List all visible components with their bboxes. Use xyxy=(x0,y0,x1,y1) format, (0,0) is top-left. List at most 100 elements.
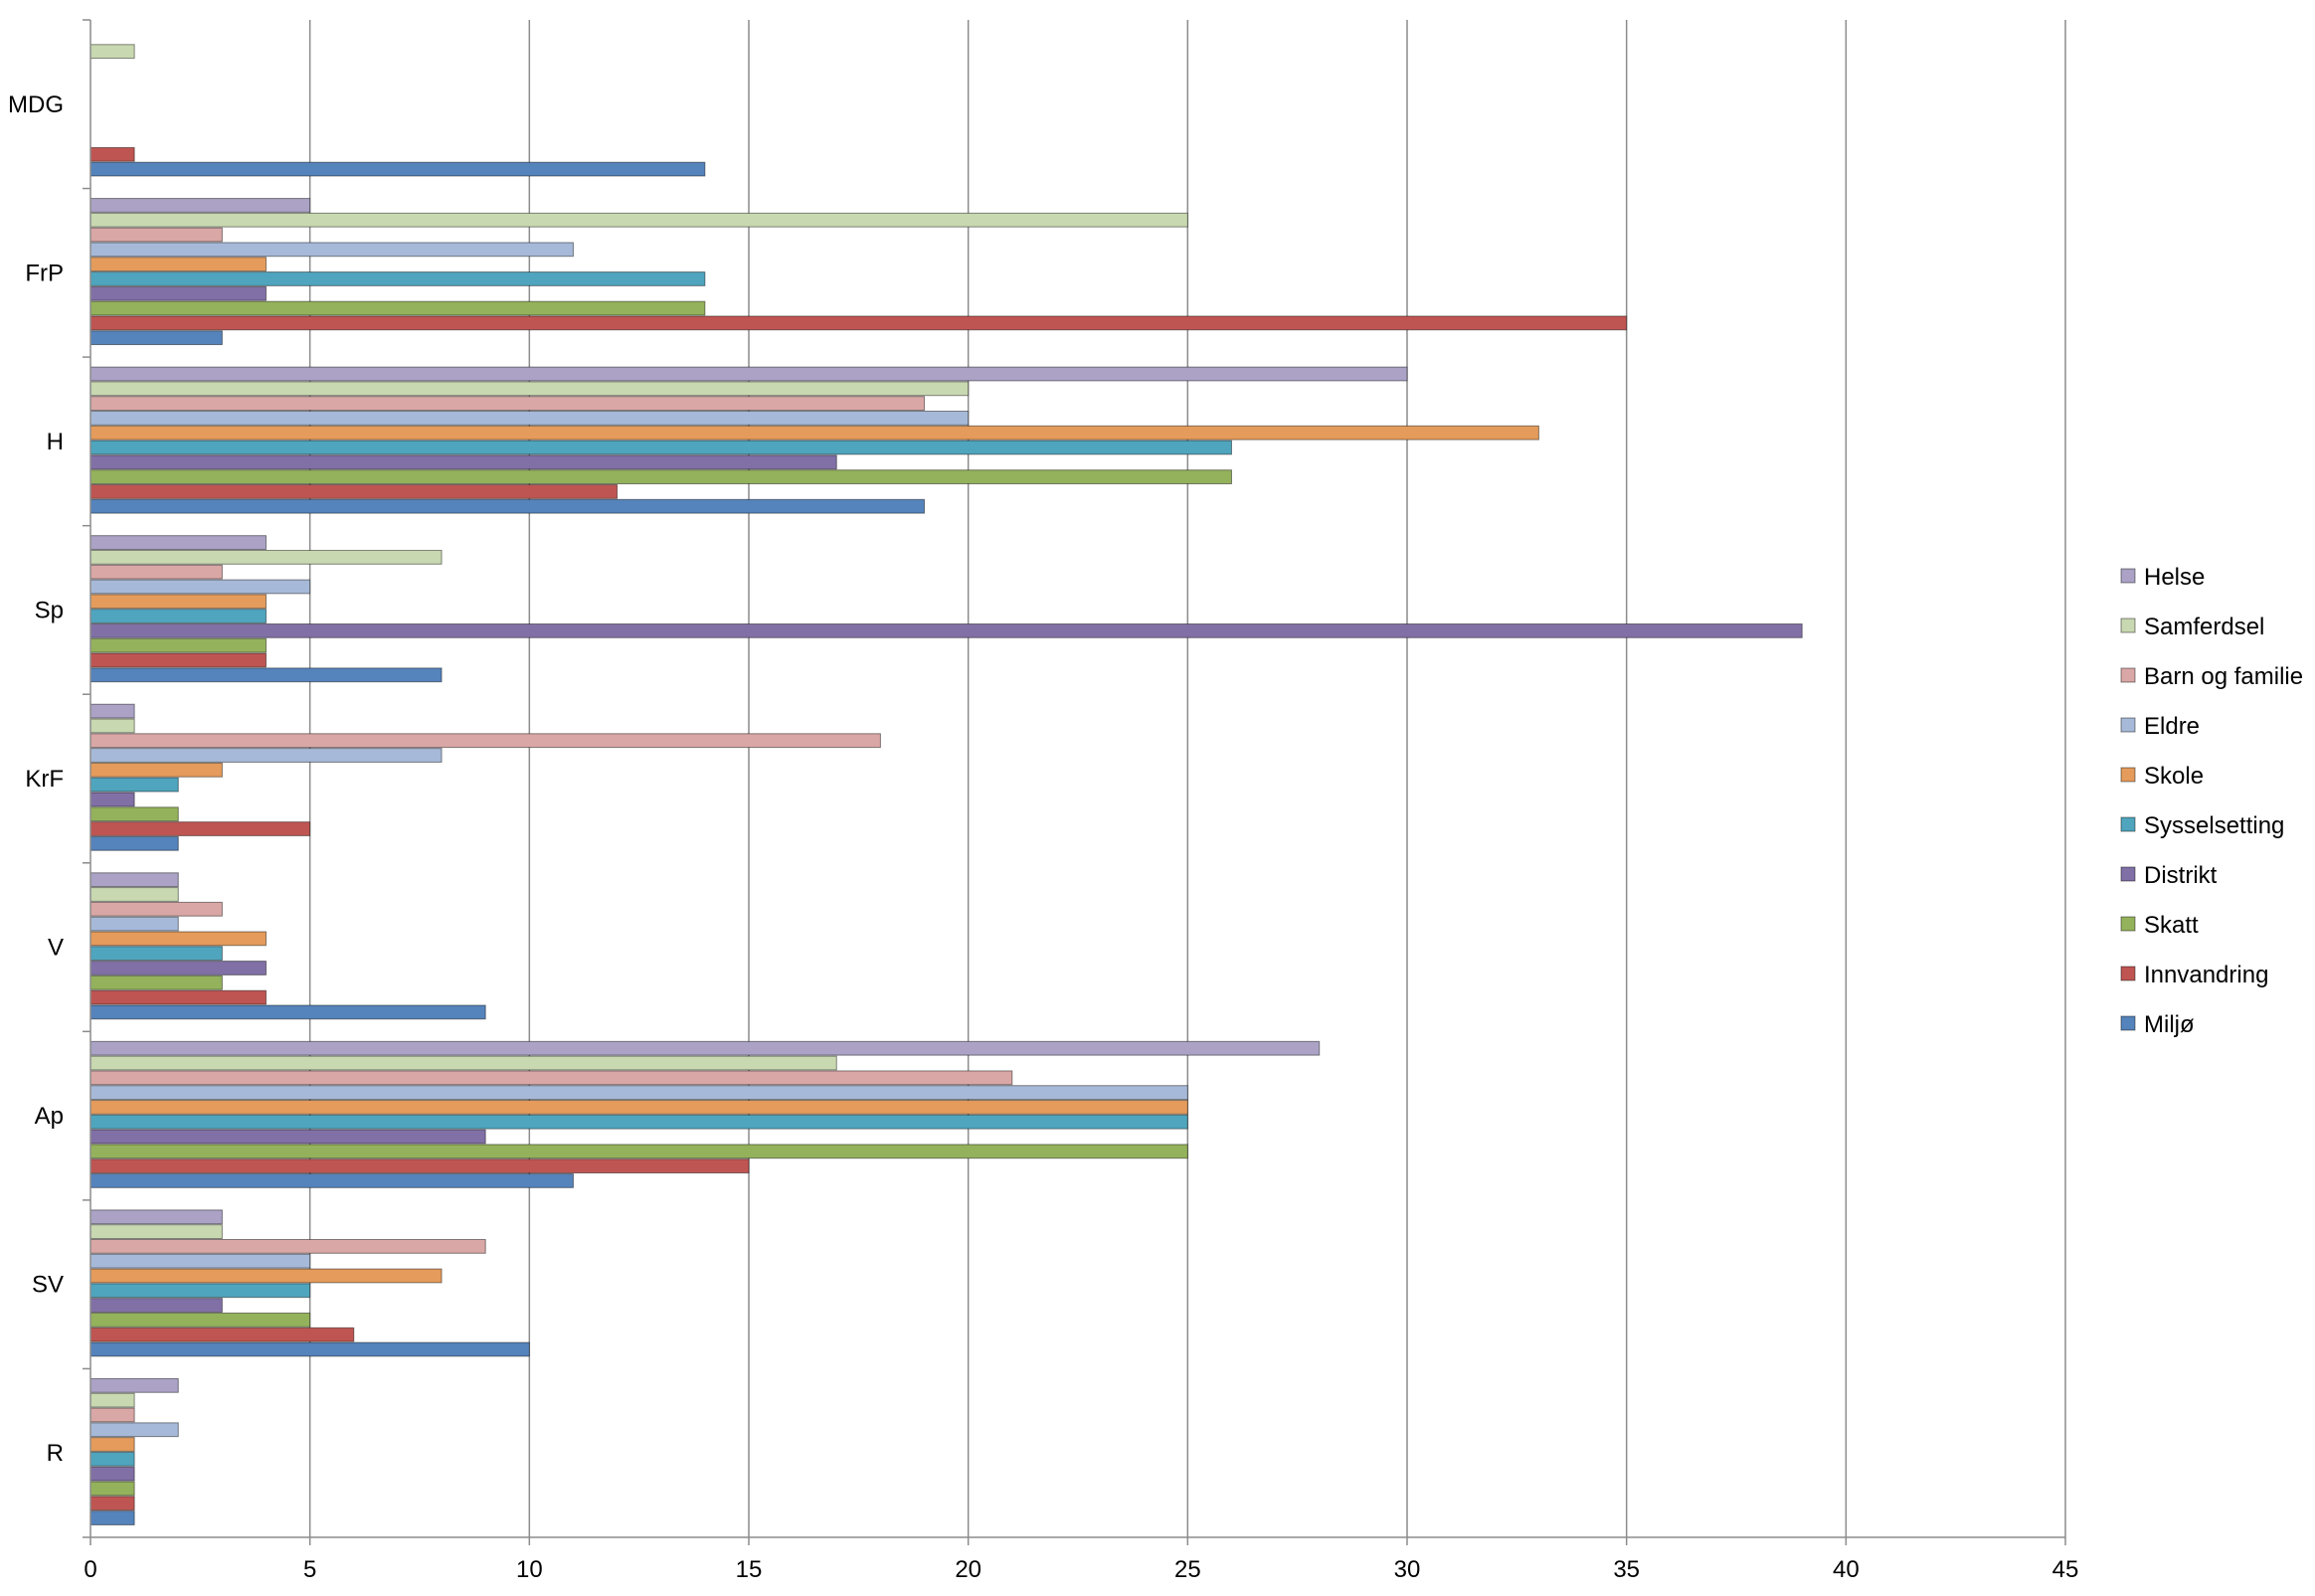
bar-V-skole xyxy=(89,931,267,947)
legend-swatch-distrikt xyxy=(2120,866,2136,882)
bar-Ap-skole xyxy=(89,1100,1188,1115)
legend-swatch-barn-og-familie xyxy=(2120,667,2136,683)
category-label-H: H xyxy=(47,429,64,455)
bar-KrF-miljø xyxy=(89,835,179,851)
bar-R-innvandring xyxy=(89,1496,135,1511)
bar-SV-sysselsetting xyxy=(89,1283,311,1299)
legend-label-helse: Helse xyxy=(2144,564,2205,591)
bar-SV-barn-og-familie xyxy=(89,1238,486,1254)
bar-Ap-helse xyxy=(89,1040,1321,1056)
bar-V-distrikt xyxy=(89,961,267,975)
bar-Sp-skole xyxy=(89,594,267,610)
bar-SV-innvandring xyxy=(89,1327,355,1342)
bar-H-skole xyxy=(89,425,1539,441)
bars xyxy=(89,44,1803,1525)
bar-SV-distrikt xyxy=(89,1298,223,1313)
bar-SV-skatt xyxy=(89,1312,311,1328)
bar-FrP-barn-og-familie xyxy=(89,227,223,243)
bar-R-skole xyxy=(89,1437,135,1452)
bar-H-innvandring xyxy=(89,484,619,499)
legend-label-eldre: Eldre xyxy=(2144,713,2200,740)
bar-KrF-distrikt xyxy=(89,792,135,807)
bar-Ap-skatt xyxy=(89,1144,1188,1159)
bar-Ap-miljø xyxy=(89,1173,574,1188)
legend-swatch-skatt xyxy=(2120,916,2136,932)
legend-swatch-samferdsel xyxy=(2120,618,2136,633)
bar-Ap-sysselsetting xyxy=(89,1114,1188,1130)
bar-FrP-miljø xyxy=(89,330,223,346)
legend-swatch-helse xyxy=(2120,568,2136,584)
category-label-R: R xyxy=(47,1440,64,1467)
bar-H-distrikt xyxy=(89,454,837,470)
bar-SV-samferdsel xyxy=(89,1224,223,1239)
category-label-SV: SV xyxy=(32,1272,64,1299)
bar-V-samferdsel xyxy=(89,887,179,902)
bar-V-sysselsetting xyxy=(89,946,223,962)
bar-V-skatt xyxy=(89,975,223,990)
x-tick-label-20: 20 xyxy=(955,1556,981,1583)
bar-V-eldre xyxy=(89,916,179,932)
legend-label-samferdsel: Samferdsel xyxy=(2144,614,2264,640)
bar-FrP-samferdsel xyxy=(89,212,1188,228)
bar-Sp-skatt xyxy=(89,637,267,653)
bar-R-barn-og-familie xyxy=(89,1407,135,1423)
bar-FrP-eldre xyxy=(89,242,574,258)
bar-H-miljø xyxy=(89,498,926,514)
bar-Sp-distrikt xyxy=(89,622,1803,638)
legend-label-distrikt: Distrikt xyxy=(2144,862,2218,889)
category-label-MDG: MDG xyxy=(8,91,64,118)
bar-FrP-skole xyxy=(89,257,267,272)
x-tick-label-45: 45 xyxy=(2052,1556,2079,1583)
bar-KrF-skole xyxy=(89,762,223,778)
legend-swatch-eldre xyxy=(2120,717,2136,733)
bar-FrP-sysselsetting xyxy=(89,271,706,286)
bar-SV-eldre xyxy=(89,1253,311,1269)
legend: Helse Samferdsel Barn og familie Eldre Skole… xyxy=(2120,564,2303,1038)
axes: 0 5 10 15 20 25 30 35 40 45 MDG FrP H Sp KrF V Ap SV R xyxy=(8,19,2079,1583)
bar-R-eldre xyxy=(89,1422,179,1438)
bar-KrF-eldre xyxy=(89,748,443,763)
bar-H-eldre xyxy=(89,411,970,426)
x-tick-label-0: 0 xyxy=(84,1556,96,1583)
category-label-FrP: FrP xyxy=(25,260,64,286)
bar-FrP-innvandring xyxy=(89,315,1628,331)
x-tick-label-25: 25 xyxy=(1174,1556,1201,1583)
bar-V-barn-og-familie xyxy=(89,901,223,917)
bar-Sp-eldre xyxy=(89,579,311,595)
bar-V-innvandring xyxy=(89,989,267,1005)
bar-Sp-sysselsetting xyxy=(89,609,267,623)
bar-Ap-eldre xyxy=(89,1085,1188,1101)
bar-KrF-barn-og-familie xyxy=(89,733,881,749)
bar-Sp-innvandring xyxy=(89,652,267,668)
legend-swatch-skole xyxy=(2120,767,2136,783)
bar-Ap-innvandring xyxy=(89,1158,750,1174)
x-tick-label-15: 15 xyxy=(736,1556,763,1583)
bar-KrF-samferdsel xyxy=(89,718,135,734)
bar-R-samferdsel xyxy=(89,1392,135,1408)
x-tick-label-35: 35 xyxy=(1613,1556,1640,1583)
category-label-KrF: KrF xyxy=(25,766,64,793)
x-tick-label-40: 40 xyxy=(1833,1556,1860,1583)
bar-Ap-samferdsel xyxy=(89,1055,837,1071)
bar-Sp-samferdsel xyxy=(89,549,443,565)
bar-MDG-miljø xyxy=(89,161,706,177)
legend-label-miljø: Miljø xyxy=(2144,1011,2195,1038)
legend-label-sysselsetting: Sysselsetting xyxy=(2144,812,2284,839)
bar-FrP-distrikt xyxy=(89,285,267,301)
bar-H-helse xyxy=(89,366,1408,382)
bar-Sp-barn-og-familie xyxy=(89,564,223,580)
x-tick-label-10: 10 xyxy=(516,1556,543,1583)
legend-swatch-innvandring xyxy=(2120,966,2136,981)
bar-Ap-distrikt xyxy=(89,1129,486,1145)
bar-R-miljø xyxy=(89,1510,135,1525)
bar-KrF-helse xyxy=(89,703,135,719)
bar-H-samferdsel xyxy=(89,381,970,397)
bar-R-helse xyxy=(89,1377,179,1393)
bar-Sp-helse xyxy=(89,535,267,550)
legend-label-barn-og-familie: Barn og familie xyxy=(2144,663,2303,690)
legend-label-skole: Skole xyxy=(2144,763,2204,790)
legend-swatch-sysselsetting xyxy=(2120,816,2136,832)
bar-MDG-samferdsel xyxy=(89,44,135,60)
x-tick-label-5: 5 xyxy=(303,1556,316,1583)
